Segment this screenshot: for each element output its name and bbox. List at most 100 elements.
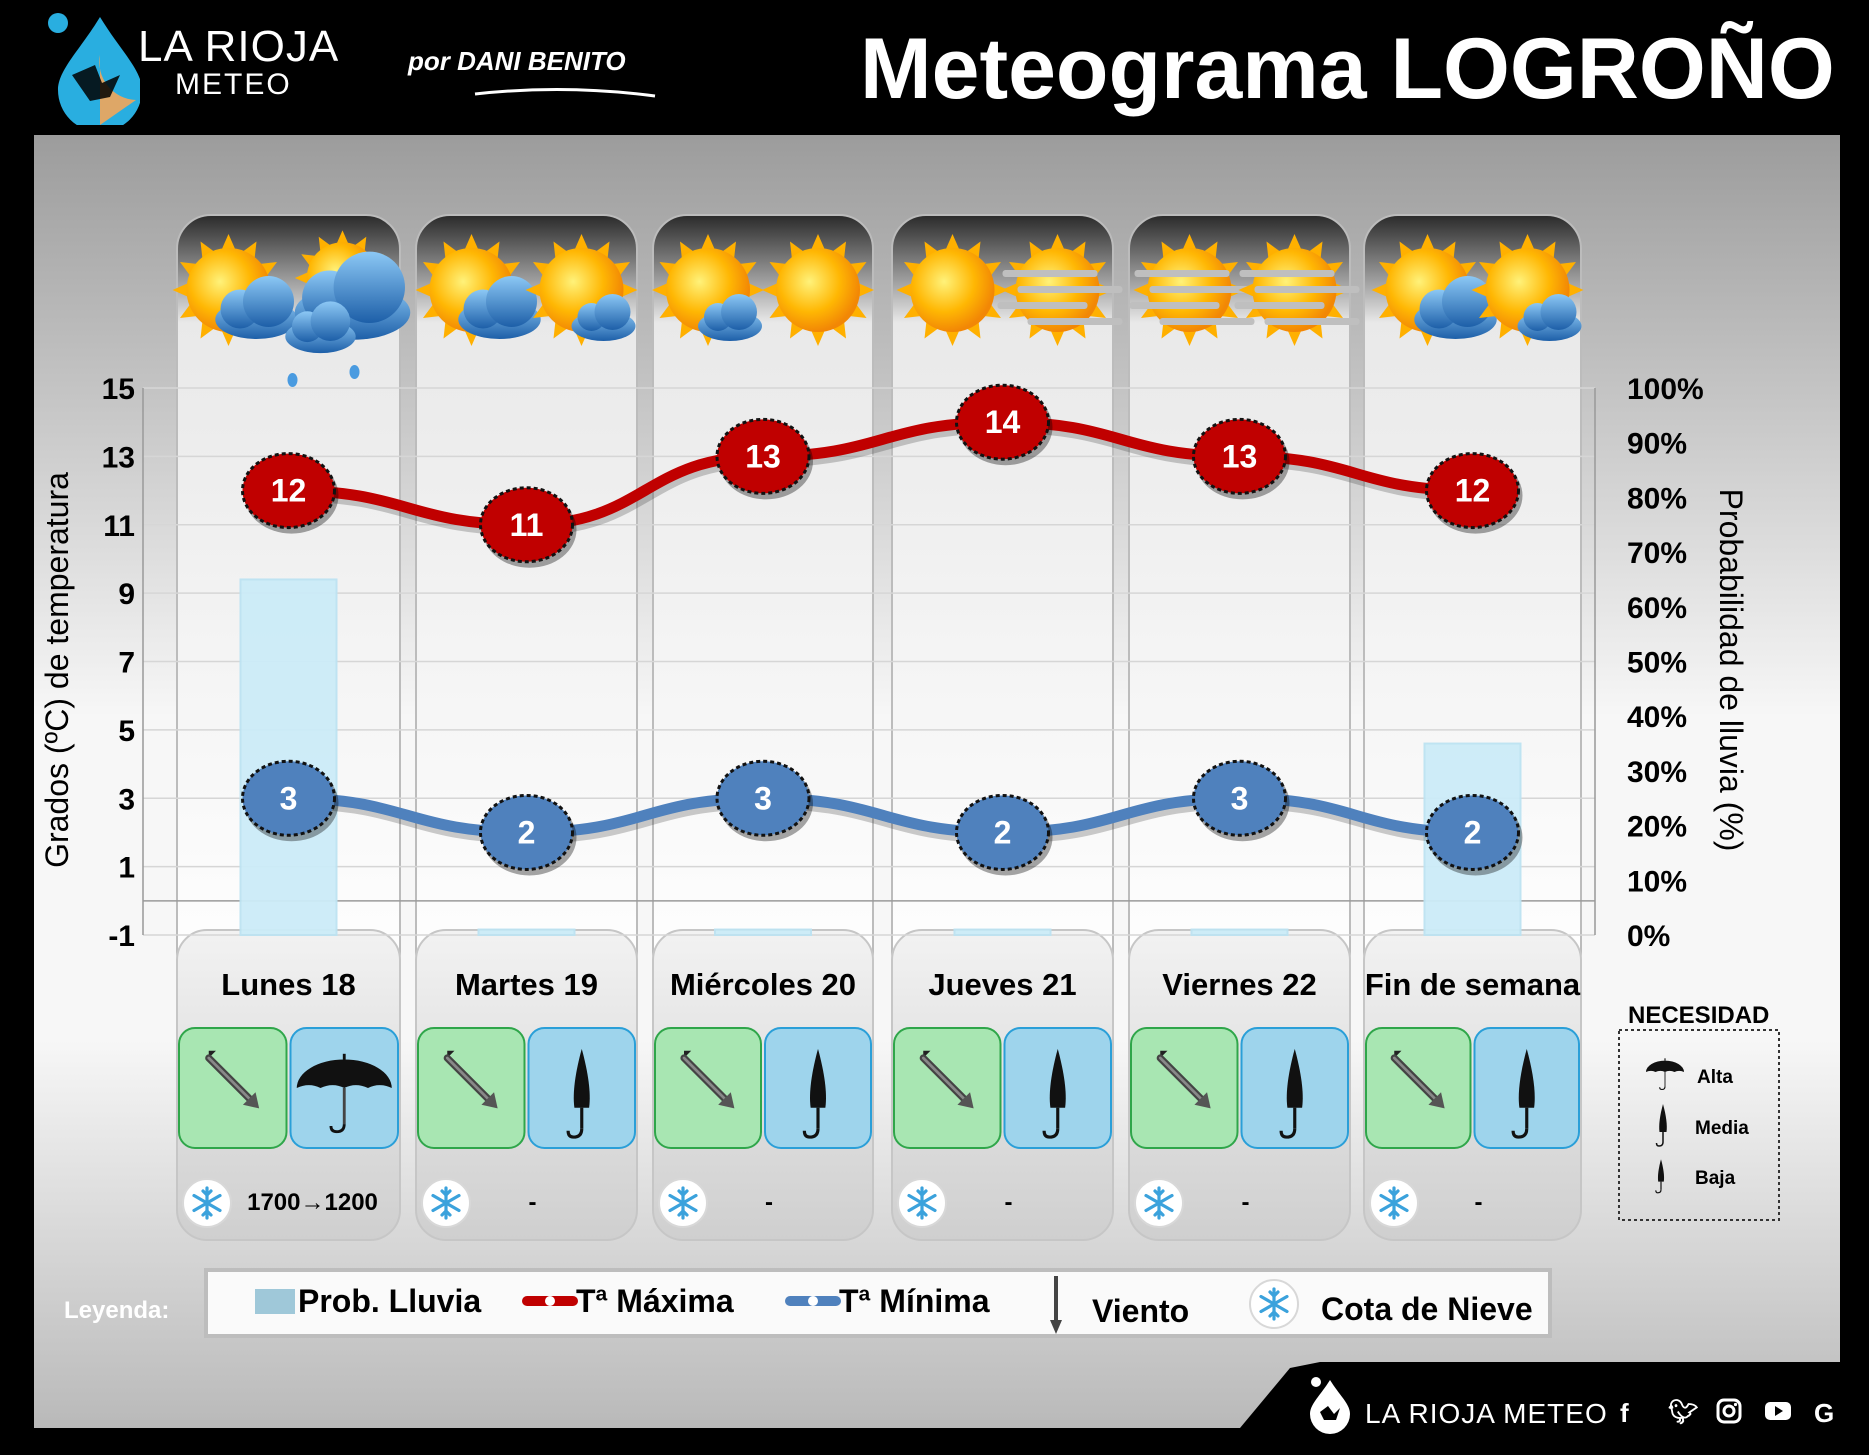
snow-level-icon [896, 1177, 948, 1229]
temperature-label: 14 [985, 404, 1021, 440]
y-tick-label: 7 [118, 647, 135, 680]
wind-box [654, 1027, 762, 1149]
y-tick-label: -1 [108, 920, 135, 953]
twitter-icon[interactable]: 🐦︎ [1668, 1399, 1699, 1426]
legend-wind-icon [1050, 1276, 1062, 1334]
author-credit: por DANI BENITO [408, 46, 626, 76]
y2-tick-label: 70% [1627, 537, 1687, 570]
snow-level-value: - [1005, 1189, 1013, 1216]
y2-tick-label: 60% [1627, 592, 1687, 625]
temperature-point: 3 [241, 759, 339, 842]
legend-title: Leyenda: [64, 1297, 169, 1324]
y2-axis-title: Probabilidad de lluvia (%) [1713, 489, 1749, 852]
need-media-label: Media [1695, 1118, 1749, 1139]
need-baja-label: Baja [1695, 1168, 1736, 1189]
rain-bar [477, 928, 576, 937]
temperature-point: 3 [1192, 759, 1290, 842]
temperature-point: 2 [1425, 793, 1523, 876]
brand-title: LA RIOJA [138, 22, 340, 71]
day-label: Viernes 22 [1162, 967, 1317, 1002]
temperature-point: 13 [715, 417, 813, 500]
snow-level-icon [657, 1177, 709, 1229]
day-label: Martes 19 [455, 967, 598, 1002]
y2-tick-label: 0% [1627, 920, 1670, 953]
umbrella-media-icon [1655, 1103, 1668, 1147]
snow-level-icon [1368, 1177, 1420, 1229]
rain-bar [1190, 928, 1289, 937]
temperature-label: 2 [994, 814, 1012, 850]
rain-bar [239, 578, 338, 936]
google-icon[interactable]: G [1814, 1398, 1835, 1428]
y2-tick-label: 100% [1627, 373, 1704, 406]
youtube-icon[interactable] [1764, 1398, 1792, 1429]
y2-tick-label: 80% [1627, 482, 1687, 515]
legend: Leyenda: Prob. Lluvia Tª Máxima Tª Mínim… [64, 1268, 1552, 1338]
need-alta-label: Alta [1697, 1067, 1733, 1088]
rain-bar [714, 928, 812, 937]
y-tick-label: 5 [118, 715, 135, 748]
legend-min-label: Tª Mínima [839, 1283, 990, 1319]
day-label: Jueves 21 [928, 967, 1076, 1002]
umbrella-baja-icon [1655, 1158, 1665, 1194]
author-underline [474, 87, 656, 98]
wind-box [417, 1027, 526, 1149]
legend-snow-icon [1248, 1278, 1300, 1330]
snow-level-value: - [765, 1189, 773, 1216]
snow-level-value: - [1242, 1189, 1250, 1216]
footer-banner [1240, 1362, 1840, 1428]
y2-tick-label: 50% [1627, 647, 1687, 680]
temperature-point: 11 [479, 486, 577, 568]
legend-wind-label: Viento [1092, 1293, 1189, 1329]
y2-tick-label: 10% [1627, 865, 1687, 898]
y2-tick-label: 20% [1627, 811, 1687, 844]
need-box-title: NECESIDAD [1628, 1002, 1769, 1029]
page-title: Meteograma LOGROÑO [860, 21, 1835, 117]
temperature-label: 13 [1222, 438, 1258, 474]
wind-box [1365, 1027, 1472, 1149]
legend-rain-label: Prob. Lluvia [298, 1283, 481, 1319]
wind-box [893, 1027, 1002, 1149]
temperature-point: 14 [955, 383, 1053, 466]
legend-rain-swatch [255, 1289, 295, 1314]
legend-snow-label: Cota de Nieve [1321, 1291, 1533, 1327]
brand-subtitle: METEO [175, 68, 292, 101]
snow-level-icon [181, 1177, 233, 1229]
cloud-rain-icon [285, 230, 411, 387]
rain-bar [953, 928, 1052, 937]
y2-tick-label: 30% [1627, 756, 1687, 789]
wind-box [1130, 1027, 1239, 1149]
day-content: Lunes 18 1700→1200 Martes 19 - Miércoles 20 -… [172, 230, 1584, 1229]
day-columns [176, 214, 1582, 1241]
wind-box [178, 1027, 288, 1149]
footer-brand: LA RIOJA METEO [1365, 1398, 1608, 1429]
snow-level-icon [420, 1177, 472, 1229]
temperature-point: 13 [1192, 417, 1290, 500]
temperature-point: 12 [241, 452, 339, 534]
temperature-label: 3 [1231, 780, 1249, 816]
y-tick-label: 13 [102, 441, 135, 474]
temperature-point: 2 [955, 793, 1053, 876]
temperature-bubbles: 12 11 13 14 13 12 3 2 3 2 3 2 [241, 383, 1523, 876]
temperature-label: 2 [518, 814, 536, 850]
logo-drop-icon [48, 13, 140, 125]
temperature-label: 13 [745, 438, 781, 474]
legend-max-label: Tª Máxima [576, 1283, 734, 1319]
right-axis-ticks: 100% 90% 80% 70% 60% 50% 40% 30% 20% 10% 0% [1627, 373, 1704, 953]
y-tick-label: 1 [118, 852, 135, 885]
y-tick-label: 11 [103, 510, 135, 543]
y2-tick-label: 90% [1627, 428, 1687, 461]
instagram-icon[interactable] [1716, 1398, 1742, 1431]
chart-grid [142, 387, 1596, 936]
temperature-point: 3 [715, 759, 813, 842]
temperature-point: 12 [1425, 452, 1523, 534]
facebook-icon[interactable]: f [1620, 1398, 1629, 1428]
temperature-label: 3 [280, 780, 298, 816]
y2-tick-label: 40% [1627, 701, 1687, 734]
day-label: Fin de semana [1365, 967, 1581, 1002]
y-tick-label: 9 [118, 578, 135, 611]
need-box: NECESIDAD Alta Media Baja [1618, 1002, 1780, 1221]
temperature-label: 12 [271, 473, 307, 509]
y-tick-label: 3 [118, 783, 135, 816]
